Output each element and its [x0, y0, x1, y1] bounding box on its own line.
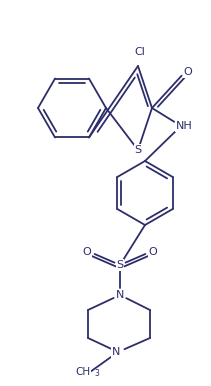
- Text: S: S: [134, 145, 142, 155]
- Text: N: N: [116, 290, 124, 300]
- Text: O: O: [149, 247, 157, 257]
- Text: CH: CH: [75, 367, 90, 377]
- Text: O: O: [184, 67, 192, 77]
- Text: NH: NH: [176, 121, 192, 131]
- Text: Cl: Cl: [135, 47, 145, 57]
- Text: N: N: [112, 347, 120, 357]
- Text: O: O: [83, 247, 91, 257]
- Text: S: S: [116, 260, 124, 270]
- Text: 3: 3: [94, 369, 99, 379]
